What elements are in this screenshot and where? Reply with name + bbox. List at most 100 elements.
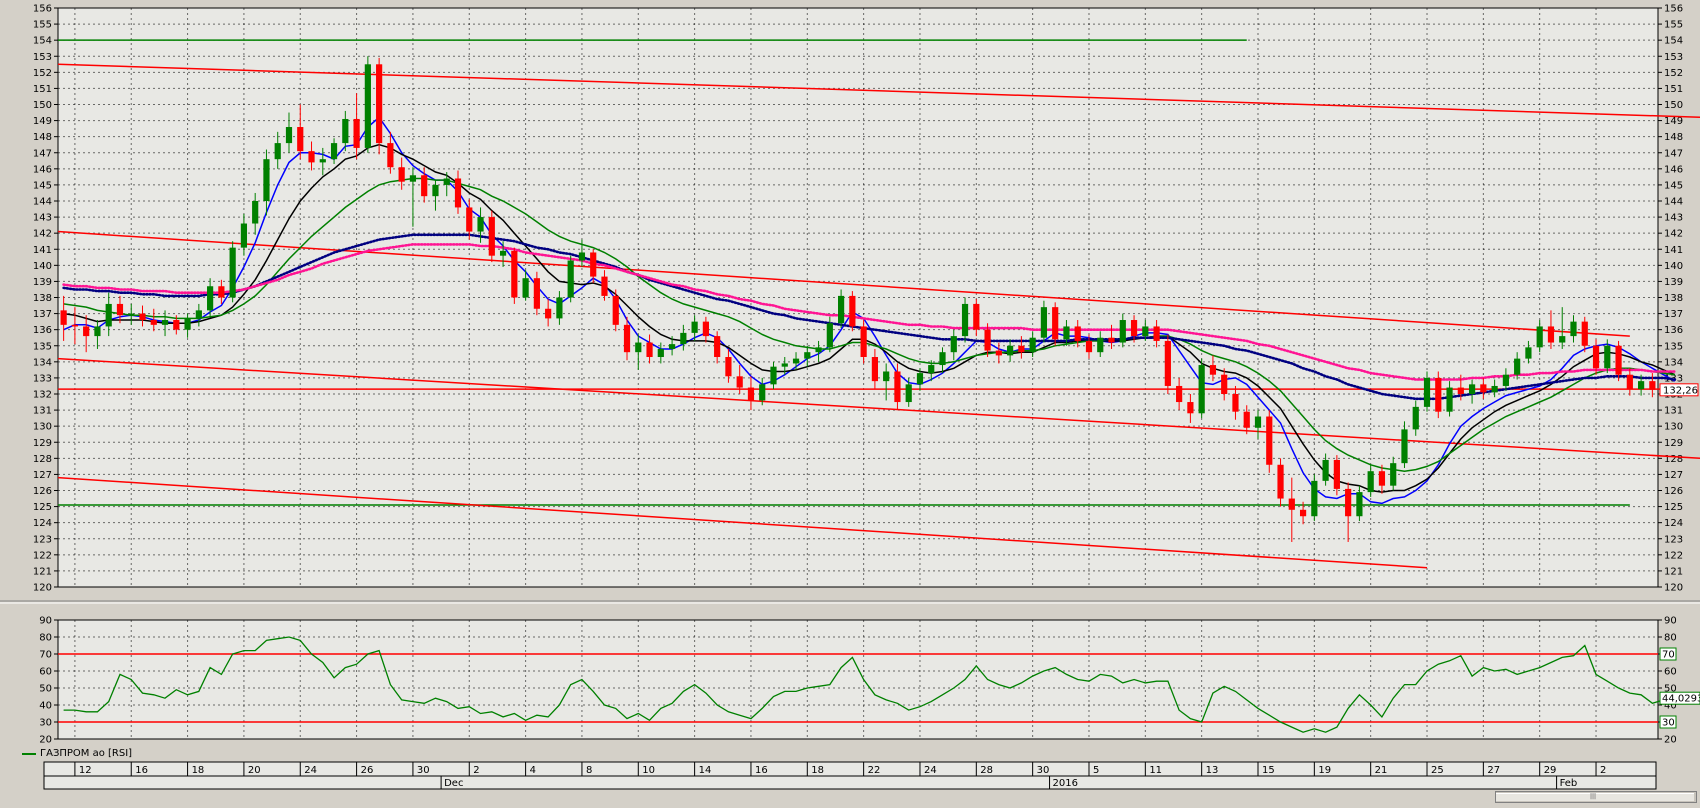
candle-body[interactable]: [454, 178, 462, 208]
candle-body[interactable]: [849, 295, 856, 327]
candle-body[interactable]: [364, 64, 371, 148]
candle-body[interactable]: [432, 184, 439, 197]
candle-body[interactable]: [601, 276, 608, 296]
candle-body[interactable]: [421, 175, 428, 197]
candle-body[interactable]: [1525, 347, 1532, 359]
candle-body[interactable]: [1435, 377, 1442, 412]
candle-body[interactable]: [1480, 384, 1487, 393]
candle-body[interactable]: [590, 252, 597, 277]
candle-body[interactable]: [1243, 411, 1250, 428]
candle-body[interactable]: [556, 297, 563, 319]
candle-body[interactable]: [1221, 374, 1228, 394]
candle-body[interactable]: [1356, 492, 1363, 517]
candle-body[interactable]: [353, 118, 360, 148]
candle-body[interactable]: [578, 252, 586, 261]
candle-body[interactable]: [1063, 326, 1070, 340]
candle-body[interactable]: [511, 250, 518, 298]
candle-body[interactable]: [759, 384, 766, 401]
candle-body[interactable]: [815, 347, 822, 353]
candle-body[interactable]: [567, 260, 574, 298]
candle-body[interactable]: [1604, 345, 1611, 369]
candle-body[interactable]: [1164, 340, 1171, 386]
candle-body[interactable]: [1142, 326, 1149, 337]
candle-body[interactable]: [826, 323, 833, 348]
rsi-series-line[interactable]: [63, 636, 1675, 733]
horizontal-scrollbar[interactable]: |||: [1495, 791, 1697, 803]
candle-body[interactable]: [1266, 416, 1273, 465]
candle-body[interactable]: [1547, 326, 1555, 343]
candle-body[interactable]: [612, 295, 619, 325]
candle-body[interactable]: [1649, 381, 1656, 390]
candle-body[interactable]: [939, 352, 946, 366]
candle-body[interactable]: [1626, 374, 1633, 390]
candle-body[interactable]: [1559, 336, 1566, 343]
candle-body[interactable]: [680, 332, 687, 345]
candle-body[interactable]: [1018, 345, 1025, 353]
candle-body[interactable]: [860, 326, 867, 358]
candle-body[interactable]: [961, 303, 969, 337]
candle-body[interactable]: [916, 373, 924, 385]
candle-body[interactable]: [342, 118, 349, 144]
trendline[interactable]: [57, 476, 1428, 569]
candle-body[interactable]: [240, 223, 248, 248]
candle-body[interactable]: [1468, 384, 1476, 394]
candle-body[interactable]: [94, 326, 101, 337]
candle-body[interactable]: [105, 303, 112, 327]
candle-body[interactable]: [499, 250, 507, 256]
candle-body[interactable]: [894, 371, 901, 403]
candle-body[interactable]: [195, 310, 202, 319]
candle-body[interactable]: [263, 159, 270, 201]
candle-body[interactable]: [116, 303, 124, 316]
candle-body[interactable]: [218, 286, 225, 298]
candle-body[interactable]: [1187, 402, 1194, 414]
candle-body[interactable]: [297, 127, 304, 152]
candle-body[interactable]: [702, 321, 709, 337]
candle-body[interactable]: [1130, 320, 1138, 337]
candle-body[interactable]: [995, 350, 1002, 356]
candle-body[interactable]: [1446, 387, 1453, 412]
candle-body[interactable]: [1514, 358, 1521, 375]
candle-body[interactable]: [1119, 320, 1126, 343]
candle-body[interactable]: [725, 357, 732, 377]
candle-body[interactable]: [1345, 488, 1352, 517]
candle-body[interactable]: [466, 207, 473, 232]
candle-body[interactable]: [1390, 463, 1397, 486]
candle-body[interactable]: [1232, 394, 1239, 412]
candle-body[interactable]: [1638, 381, 1645, 390]
candle-body[interactable]: [984, 329, 991, 351]
candle-body[interactable]: [1322, 459, 1329, 481]
candle-body[interactable]: [1401, 429, 1408, 464]
candle-body[interactable]: [1378, 471, 1386, 486]
candle-body[interactable]: [330, 143, 338, 160]
candle-body[interactable]: [1592, 345, 1600, 369]
candle-body[interactable]: [1277, 464, 1284, 499]
candle-body[interactable]: [1209, 365, 1217, 375]
candle-body[interactable]: [1153, 326, 1160, 341]
candle-body[interactable]: [1333, 459, 1340, 489]
candle-body[interactable]: [1254, 416, 1262, 428]
candle-body[interactable]: [1502, 374, 1509, 386]
candle-body[interactable]: [792, 358, 800, 364]
candle-body[interactable]: [488, 217, 495, 256]
candle-body[interactable]: [1097, 337, 1104, 353]
candle-body[interactable]: [635, 342, 642, 353]
candle-body[interactable]: [252, 201, 259, 224]
candle-body[interactable]: [285, 127, 293, 144]
candle-body[interactable]: [60, 310, 67, 325]
candle-body[interactable]: [409, 175, 417, 182]
candle-body[interactable]: [1052, 307, 1059, 340]
candle-body[interactable]: [646, 342, 653, 358]
candle-body[interactable]: [883, 371, 890, 382]
candle-body[interactable]: [545, 308, 552, 319]
candle-body[interactable]: [184, 318, 191, 330]
candle-body[interactable]: [83, 326, 90, 337]
candle-body[interactable]: [443, 178, 450, 185]
candle-body[interactable]: [1288, 498, 1295, 510]
candle-body[interactable]: [736, 376, 743, 388]
candle-body[interactable]: [1536, 326, 1543, 348]
candle-body[interactable]: [1299, 509, 1307, 517]
candle-body[interactable]: [533, 278, 540, 309]
candle-body[interactable]: [770, 366, 777, 385]
candle-body[interactable]: [1198, 365, 1205, 414]
